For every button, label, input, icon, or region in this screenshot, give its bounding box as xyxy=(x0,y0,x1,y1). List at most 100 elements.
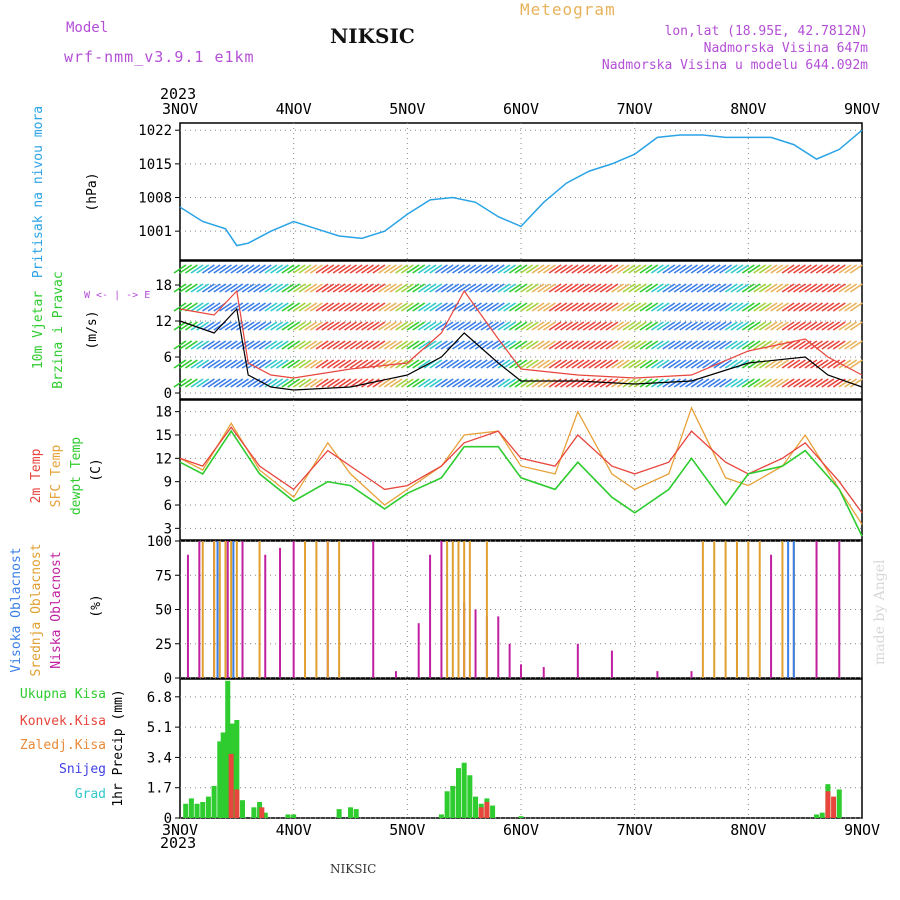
wind-barb xyxy=(196,283,210,293)
wind-barb xyxy=(793,378,806,388)
coords-label: lon,lat (18.95E, 42.7812N) xyxy=(664,24,869,39)
time-label-bottom: 3NOV xyxy=(162,821,198,839)
wind-barb xyxy=(207,283,221,293)
wind-barb xyxy=(650,359,664,369)
wind-barb xyxy=(406,378,420,388)
wind-barb xyxy=(219,340,232,350)
wind-barb xyxy=(389,283,403,293)
wind-barb xyxy=(275,321,289,331)
wind-barb xyxy=(810,302,823,312)
wind-barb xyxy=(605,283,619,293)
wind-barb xyxy=(821,378,835,388)
wind-barb xyxy=(810,321,823,331)
wind-barb xyxy=(434,321,448,331)
wind-barb xyxy=(372,283,386,293)
wind-barb xyxy=(270,321,284,331)
wind-barb xyxy=(361,340,374,350)
wind-barb xyxy=(633,321,647,331)
wind-barb xyxy=(230,378,244,388)
precip-bar-1 xyxy=(831,796,837,818)
wind-barb xyxy=(309,340,323,350)
wind-barb xyxy=(412,283,426,293)
wind-barb xyxy=(452,340,465,350)
wind-barb xyxy=(332,302,346,312)
wind-barb xyxy=(508,340,522,350)
ytick-label-2: 12 xyxy=(155,451,172,467)
wind-barb xyxy=(775,340,789,350)
wind-barb xyxy=(741,378,755,388)
wind-barb xyxy=(474,283,488,293)
wind-barb xyxy=(650,264,664,274)
wind-barb xyxy=(673,321,687,331)
wind-barb xyxy=(400,264,414,274)
wind-barb xyxy=(423,378,437,388)
wind-barb xyxy=(571,340,585,350)
wind-barb xyxy=(463,264,477,274)
wind-barb xyxy=(537,378,551,388)
wind-barb xyxy=(662,321,676,331)
time-label-top: 7NOV xyxy=(617,100,653,118)
precip-bar-0 xyxy=(814,814,820,818)
wind-barb xyxy=(315,264,329,274)
wind-barb xyxy=(247,359,261,369)
wind-barb xyxy=(628,321,642,331)
wind-barb xyxy=(219,321,232,331)
wind-barb xyxy=(281,264,295,274)
wind-barb xyxy=(201,302,215,312)
wind-barb xyxy=(258,340,272,350)
wind-barb xyxy=(696,321,710,331)
wind-barb xyxy=(525,321,539,331)
dewpt-line xyxy=(179,429,863,537)
wind-barb xyxy=(616,359,630,369)
wind-barb xyxy=(639,321,653,331)
wind-barb xyxy=(179,264,193,274)
precip-bar-0 xyxy=(461,762,467,818)
wind-barb xyxy=(662,378,676,388)
wind-barb xyxy=(201,378,215,388)
wind-barb xyxy=(457,378,471,388)
wind-barb xyxy=(520,283,534,293)
wind-barb xyxy=(599,359,613,369)
wind-barb xyxy=(849,340,863,350)
wind-barb xyxy=(253,264,267,274)
wind-barb xyxy=(241,340,255,350)
wind-barb xyxy=(190,378,204,388)
wind-barb xyxy=(542,321,556,331)
precip-legend-snow: Snijeg xyxy=(59,762,106,777)
wind-barb xyxy=(588,359,602,369)
wind-barb xyxy=(315,359,329,369)
wind-barb xyxy=(179,283,193,293)
wind-barb xyxy=(446,378,460,388)
wind-barb xyxy=(287,321,301,331)
wind-barb xyxy=(810,283,823,293)
wind-barb xyxy=(355,340,369,350)
wind-barb xyxy=(503,283,517,293)
wind-barb xyxy=(611,283,625,293)
ytick-label-0: 1001 xyxy=(138,224,172,240)
wind-barb xyxy=(304,321,318,331)
wind-barb xyxy=(741,359,755,369)
wind-barb xyxy=(241,302,255,312)
wind-barb xyxy=(406,321,420,331)
wind-barb xyxy=(247,340,261,350)
wind-barb xyxy=(548,264,562,274)
wind-barb xyxy=(179,340,193,350)
wind-barb xyxy=(207,264,221,274)
wind-barb xyxy=(679,302,693,312)
wind-barb xyxy=(298,378,312,388)
wind-barb xyxy=(383,340,397,350)
wind-barb xyxy=(463,340,477,350)
wind-barb xyxy=(810,264,823,274)
wind-barb xyxy=(332,321,346,331)
ytick-label-4: 3.4 xyxy=(147,750,172,766)
wind-barb xyxy=(730,302,744,312)
wind-barb xyxy=(611,264,625,274)
station-title: NIKSIC xyxy=(330,24,415,48)
wind-barb xyxy=(815,340,829,350)
wind-barb xyxy=(412,264,426,274)
wind-barb xyxy=(668,340,681,350)
wind-barb xyxy=(719,340,733,350)
wind-barb xyxy=(298,302,312,312)
wind-barb xyxy=(798,302,812,312)
wind-barb xyxy=(696,264,710,274)
